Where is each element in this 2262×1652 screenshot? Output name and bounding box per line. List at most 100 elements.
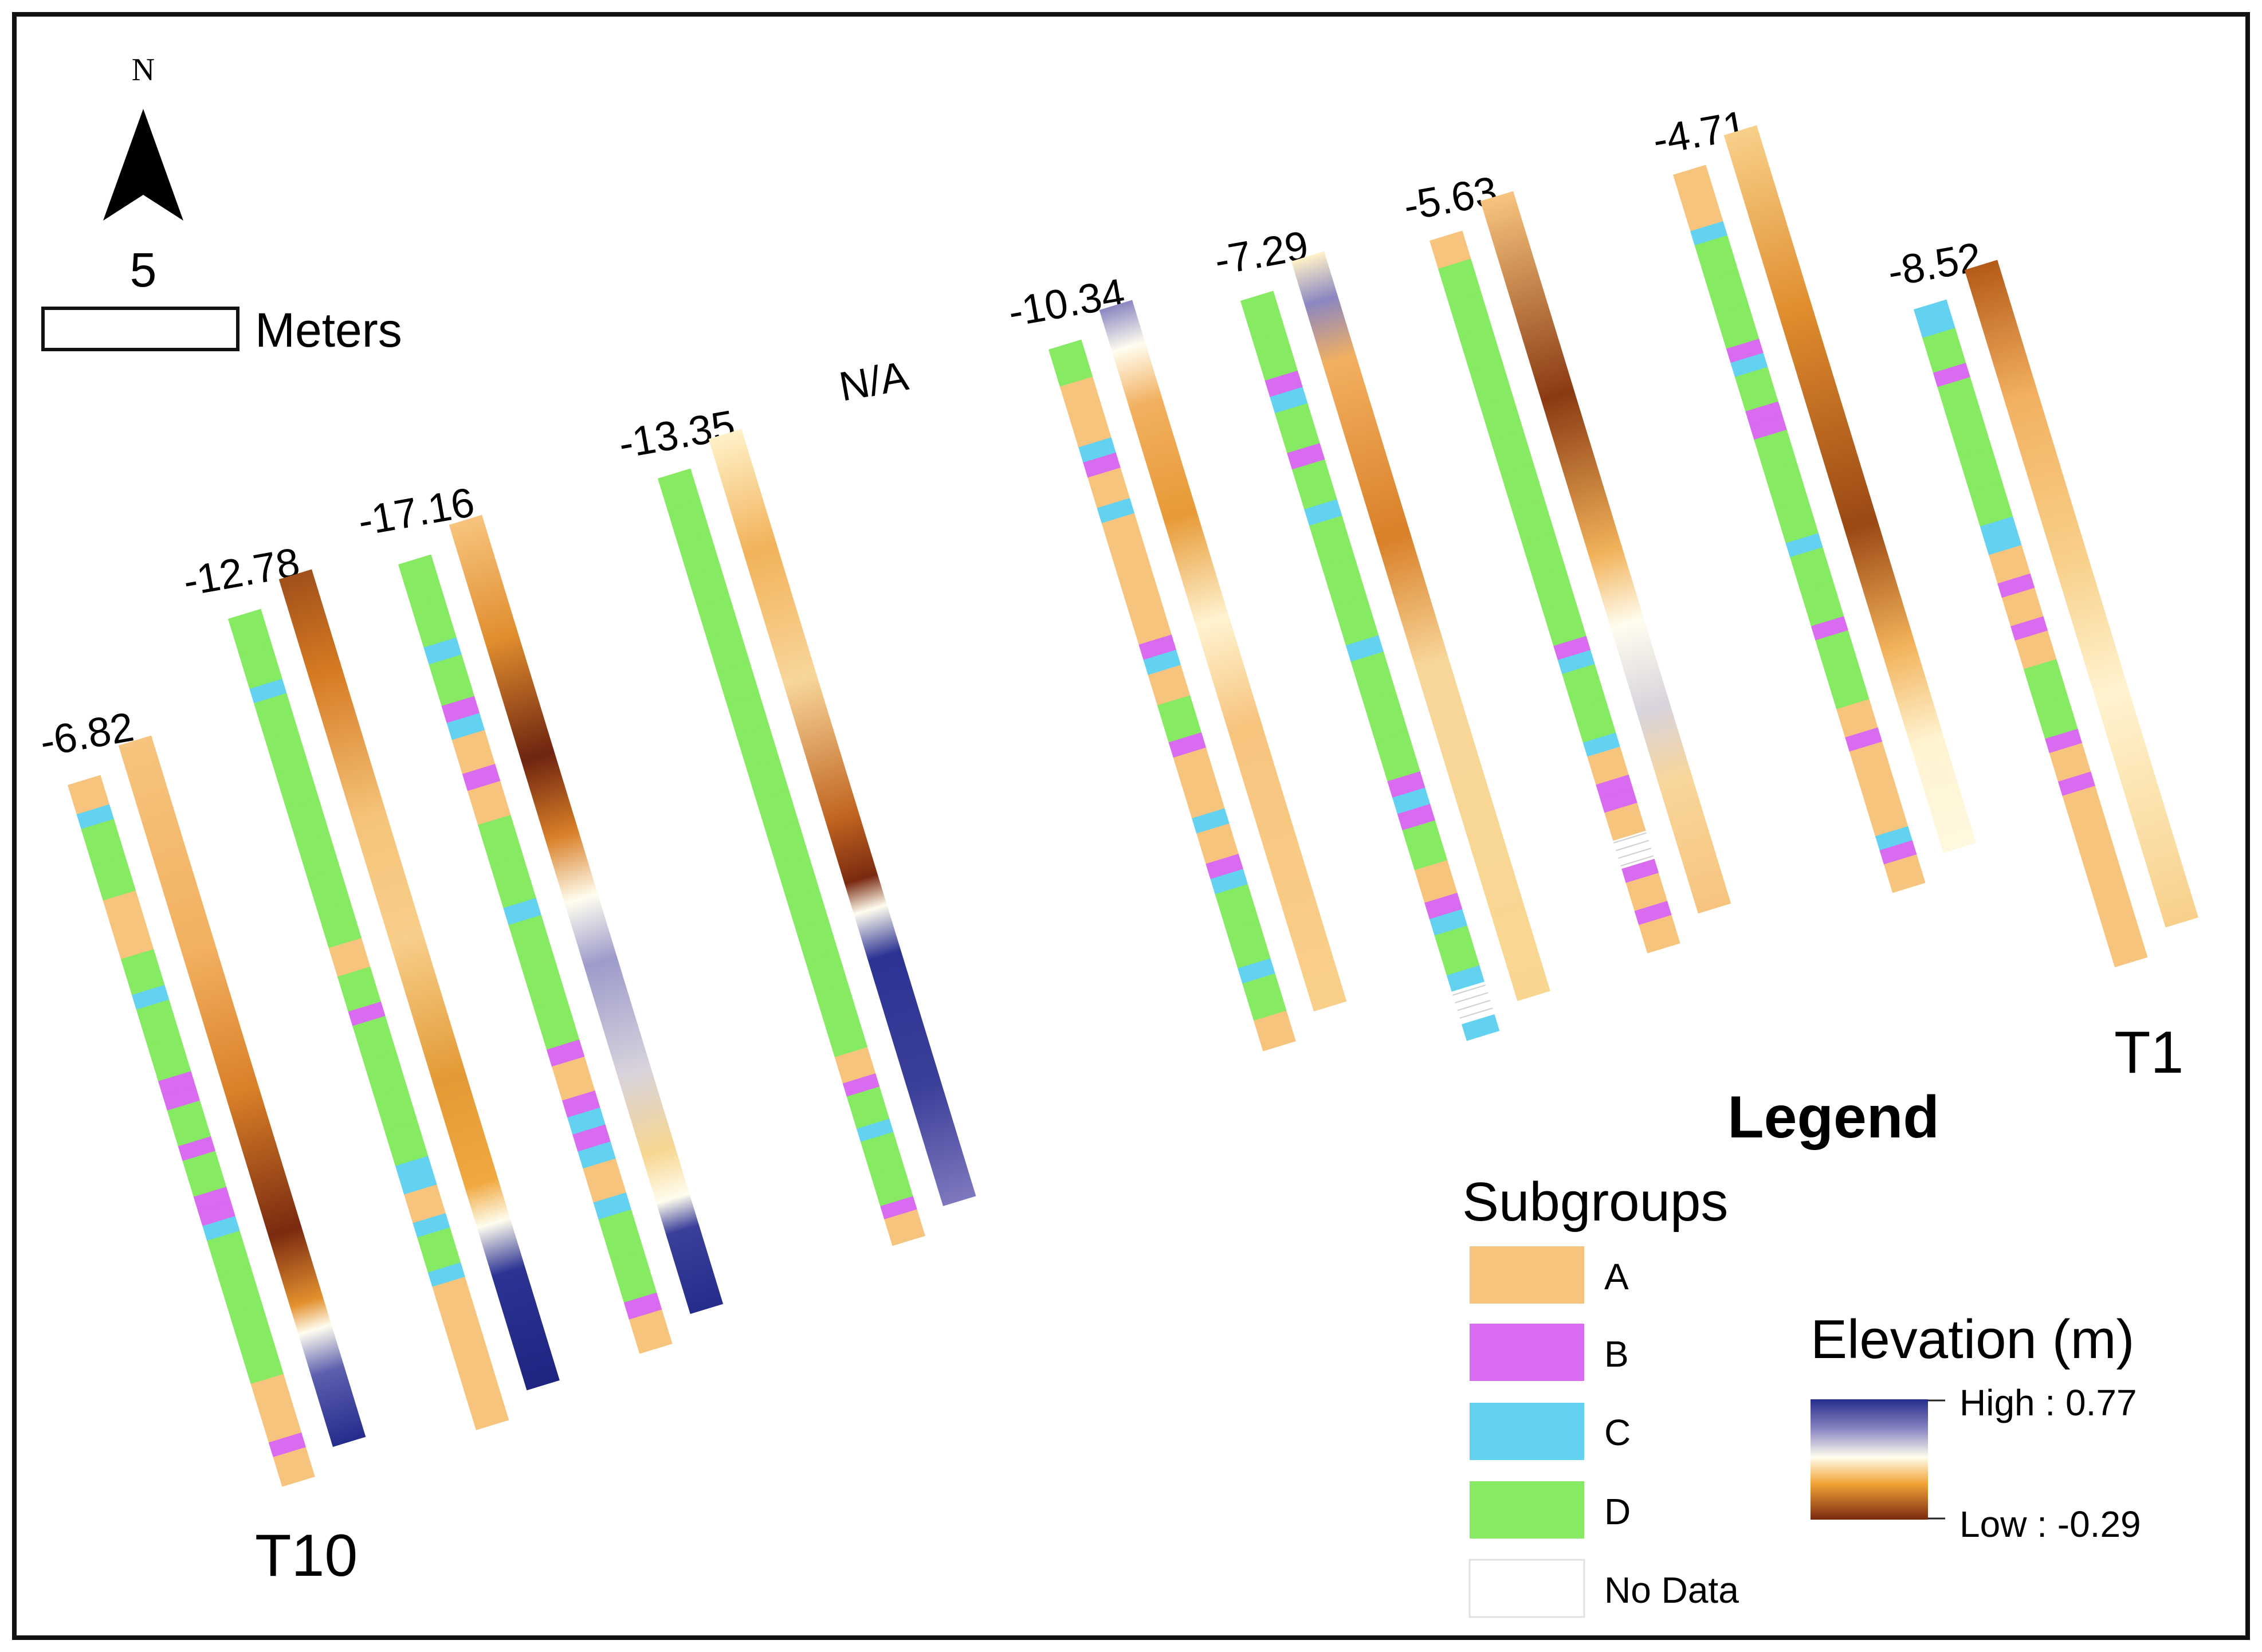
transect-segment-b: [162, 1085, 201, 1111]
transect-segment-a: [1682, 193, 1723, 232]
transect-t10: [68, 735, 366, 1487]
transect-segment-d: [352, 1015, 396, 1062]
transects-layer: -6.82-12.78-17.16-13.35N/A-10.34-7.29-5.…: [37, 102, 2198, 1487]
scale-bar-unit: Meters: [255, 303, 402, 357]
transect-segment-c: [1690, 221, 1728, 246]
transect-segment-a: [451, 729, 496, 775]
transect-segment-b: [1634, 901, 1672, 925]
transect-segment-d: [1459, 327, 1503, 372]
transect-segment-d: [716, 661, 760, 704]
transect-segment-c: [593, 1192, 632, 1220]
transect-segment-b: [441, 696, 480, 724]
transect-segment-b: [462, 764, 501, 791]
transect-segment-d: [756, 790, 799, 833]
legend-elevation-high-label: High : 0.77: [1959, 1382, 2137, 1423]
transect-segment-d: [317, 902, 362, 949]
transect-segment-b: [268, 1432, 307, 1458]
transect-segment-d: [477, 815, 524, 867]
transect-segment-d: [363, 1050, 407, 1097]
transect-segment-c: [399, 1170, 437, 1195]
north-arrow-label: N: [132, 52, 155, 88]
transect-segment-d: [1274, 403, 1320, 454]
transect-segment-b: [1596, 774, 1633, 799]
transect-segment-b: [1553, 635, 1591, 661]
legend-swatch-d: [1470, 1481, 1584, 1539]
transect-segment-d: [658, 468, 701, 511]
transect-segment-d: [521, 956, 567, 1009]
legend-title: Legend: [1727, 1084, 1939, 1151]
transect-segment-d: [736, 725, 779, 768]
transect-segment-d: [824, 1015, 868, 1058]
legend-label-b: B: [1604, 1333, 1629, 1375]
transect-segment-b: [1933, 363, 1970, 388]
transect-segment-b: [546, 1039, 585, 1067]
transect-segment-a: [404, 1184, 446, 1224]
transect-segment-a: [441, 1305, 483, 1345]
transect-t4: [1240, 251, 1550, 1041]
transect-segment-b: [572, 1124, 611, 1152]
transect-segment-d: [228, 609, 272, 654]
scale-bar-box: [41, 307, 239, 351]
transect-segment-a: [1604, 802, 1646, 841]
transect-segment-d: [1048, 339, 1093, 387]
transect-segment-d: [1362, 691, 1408, 742]
transect-elevation-strip: [1291, 251, 1550, 1002]
transect-segment-c: [1461, 1014, 1500, 1041]
transect-segment-a: [328, 937, 371, 977]
transect-segment-a: [2014, 630, 2057, 670]
legend-elevation-low-label: Low : -0.29: [1959, 1504, 2141, 1545]
transect-segment-d: [805, 951, 849, 994]
transect-segment-a: [1639, 915, 1680, 953]
transect-segment-c: [1980, 516, 2017, 541]
legend-label-c: C: [1604, 1412, 1631, 1453]
transect-segment-c: [1785, 533, 1823, 558]
transect-segment-d: [429, 654, 475, 707]
transect-t9: [228, 569, 560, 1430]
transect-segment-d: [1350, 652, 1396, 702]
transect-segment-a: [2049, 743, 2091, 782]
transect-segment-c: [1345, 635, 1384, 662]
transect-t5: [1048, 300, 1347, 1051]
transect-segment-d: [1922, 328, 1966, 374]
transect-segment-d: [218, 1266, 262, 1313]
transect-elevation-strip: [1964, 260, 2198, 928]
transect-t2: [1673, 125, 1977, 893]
transect-segment-c: [249, 678, 287, 704]
transect-segment-d: [1542, 601, 1586, 646]
transect-segment-b: [1621, 858, 1659, 884]
transect-segment-a: [1059, 376, 1102, 418]
legend-swatch-a: [1470, 1246, 1584, 1304]
transect-segment-b: [1997, 573, 2035, 598]
transect-segment-a: [467, 1391, 509, 1430]
transect-segment-c: [567, 1107, 606, 1135]
transect-segment-d: [1402, 820, 1448, 871]
transect-segment-c: [423, 637, 462, 665]
transect-segment-d: [1715, 304, 1760, 350]
transect-segment-d: [765, 822, 809, 865]
transect-segment-d: [677, 532, 721, 575]
legend-subgroup-a: A: [1470, 1246, 1629, 1304]
transect-segment-a: [1989, 545, 2031, 584]
transect-segment-a: [458, 1362, 500, 1402]
transect-segment-c: [1143, 649, 1181, 676]
transect-segment-a: [551, 1056, 595, 1101]
transect-segment-a: [432, 1277, 474, 1316]
transect-segment-a: [834, 1047, 876, 1084]
transect-segment-a: [1625, 873, 1668, 912]
transect-segment-nodata: [1456, 998, 1495, 1025]
transect-segment-d: [1157, 695, 1202, 743]
transect-segment-a: [1101, 513, 1144, 554]
transect-segment-a: [884, 1209, 925, 1246]
transect-segment-d: [1694, 235, 1738, 280]
transect-segment-b: [1205, 853, 1244, 880]
transect-t1: [1914, 260, 2198, 968]
transect-segment-d: [1252, 331, 1298, 381]
transect-segment-a: [1120, 574, 1163, 615]
transect-segment-c: [446, 713, 485, 740]
transect-segment-a: [1087, 468, 1130, 509]
transect-segment-d: [1469, 361, 1513, 406]
transect-segment-b: [1600, 788, 1637, 813]
legend-subgroups-title: Subgroups: [1462, 1171, 1728, 1233]
transect-segment-d: [1958, 446, 2002, 492]
transect-segment-d: [775, 854, 819, 897]
